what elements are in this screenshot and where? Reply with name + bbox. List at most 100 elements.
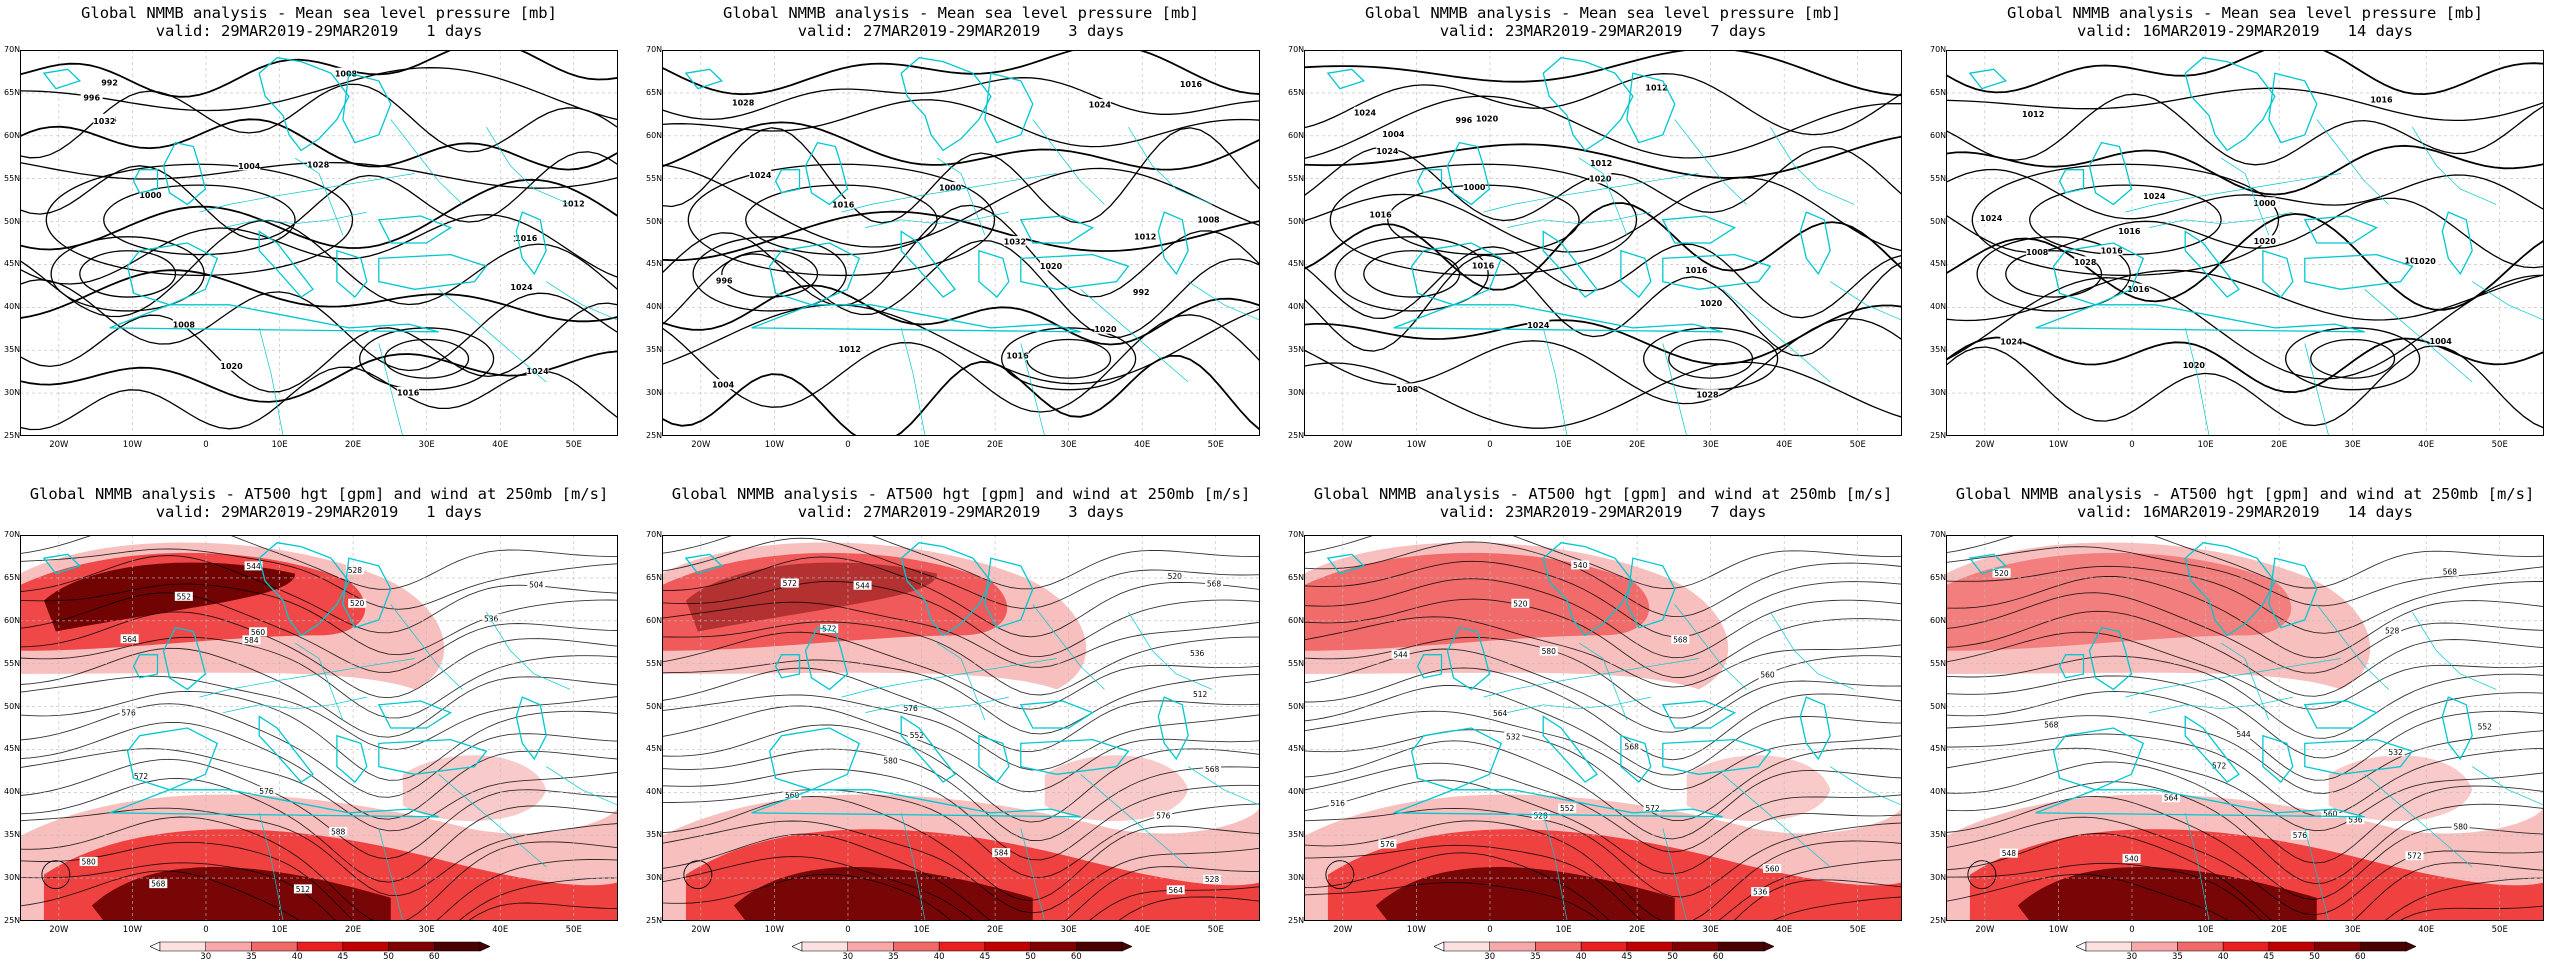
country-border — [1507, 211, 1651, 228]
coastline — [1416, 654, 1443, 679]
height-label: 540 — [2124, 854, 2139, 863]
panel-title: Global NMMB analysis - Mean sea level pr… — [723, 4, 1199, 22]
coastline — [2058, 169, 2085, 194]
isobar-label: 1024 — [1980, 214, 2003, 223]
longitude-label: 20W — [49, 440, 69, 450]
height-contour — [20, 841, 618, 921]
latitude-label: 70N — [1288, 45, 1305, 54]
height-label: 536 — [2348, 816, 2363, 825]
coastline-layer — [1968, 542, 2544, 921]
country-border — [2472, 766, 2544, 806]
height-label: 568 — [1205, 765, 1220, 774]
country-border — [1128, 612, 1213, 690]
latitude-label: 30N — [1288, 388, 1305, 398]
isobar-label: 992 — [1133, 288, 1150, 297]
colorbar-swatch — [159, 941, 206, 952]
height-contour — [662, 768, 1260, 861]
latitude-label: 25N — [1930, 916, 1947, 925]
coastline — [162, 626, 207, 691]
isobar-label: 1020 — [1476, 115, 1499, 124]
coastline — [978, 734, 1010, 783]
colorbar-swatch — [1672, 941, 1719, 952]
latitude-label: 25N — [1930, 431, 1947, 440]
height-contour — [1304, 740, 1902, 840]
height-contour — [20, 583, 618, 656]
isobar-label: 1020 — [2254, 237, 2277, 246]
isobar-label: 992 — [101, 78, 118, 87]
isobar-label: 1012 — [1134, 233, 1156, 242]
country-border — [2304, 343, 2330, 436]
isobar-label: 1008 — [1197, 216, 1220, 225]
latitude-label: 40N — [4, 787, 21, 797]
coastline — [378, 253, 488, 290]
coastline — [804, 626, 849, 691]
colorbar-swatch — [1076, 941, 1123, 952]
coastline — [1410, 727, 1503, 791]
isobar-label: 1016 — [1472, 262, 1495, 271]
latitude-label: 50N — [4, 216, 21, 226]
height-label: 580 — [883, 756, 898, 765]
country-border — [1483, 658, 1699, 698]
coastline — [2035, 789, 2365, 818]
longitude-label: 50E — [2491, 925, 2508, 935]
isobar-label: 1008 — [335, 69, 358, 78]
coastline — [768, 727, 861, 791]
isobar — [662, 127, 1260, 224]
colorbar-tick-label: 30 — [1484, 952, 1496, 962]
height-contour — [1304, 710, 1902, 791]
colorbar-swatch — [893, 941, 940, 952]
coastline — [126, 242, 219, 306]
coastline — [1661, 700, 1737, 729]
latitude-label: 40N — [646, 302, 663, 312]
height-contour — [1304, 852, 1902, 921]
height-contour — [1946, 655, 2544, 739]
isobar-label: 1016 — [832, 200, 855, 209]
country-border — [2304, 828, 2330, 921]
longitude-label: 50E — [1849, 440, 1866, 450]
isobar-label: 1028 — [2074, 258, 2097, 267]
latitude-label: 55N — [1288, 658, 1305, 668]
isobar-label: 1016 — [397, 388, 420, 397]
country-border — [258, 327, 284, 436]
longitude-label: 40E — [492, 925, 509, 935]
height-contour — [20, 807, 618, 897]
height-label: 572 — [783, 579, 798, 588]
isobar — [1304, 202, 1902, 291]
coastline — [42, 553, 82, 575]
coastline — [1393, 789, 1723, 818]
isobar-label: 1004 — [712, 381, 735, 390]
colorbar-tick-label: 35 — [2172, 952, 2183, 962]
coastline — [258, 715, 314, 783]
height-label: 568 — [1673, 636, 1688, 645]
isobar — [20, 366, 618, 431]
colorbar-extend-low — [2076, 941, 2087, 952]
coastline — [2441, 211, 2473, 276]
coastline — [162, 141, 207, 206]
latitude-label: 25N — [1288, 916, 1305, 925]
height-label: 520 — [350, 599, 365, 608]
coastline — [1446, 626, 1491, 691]
colorbar-swatch — [1489, 941, 1536, 952]
colorbar-tick-label: 50 — [1025, 952, 1036, 962]
isobar-label: 1028 — [307, 161, 330, 170]
isobar-labels: 996 1000 1004 1008 1012 1016 1020 1024 1028 1024 1… — [1354, 81, 1723, 400]
isobar — [662, 50, 1260, 96]
longitude-label: 20E — [2270, 440, 2288, 450]
height-label: 572 — [134, 772, 149, 781]
height-contour — [20, 758, 618, 860]
isobar — [1946, 87, 2544, 122]
height-contours — [20, 535, 618, 921]
colorbar-tick-label: 40 — [1575, 952, 1587, 962]
country-border — [294, 642, 344, 721]
longitude-label: 10E — [913, 925, 930, 935]
isobar-label: 1008 — [2026, 248, 2049, 257]
latitude-label: 65N — [646, 572, 663, 582]
height-contour — [662, 580, 1260, 658]
isobar-closed — [1001, 327, 1137, 391]
latitude-label: 50N — [646, 701, 663, 711]
coastline-layer — [1326, 57, 1902, 436]
isobar-label: 1024 — [1089, 101, 1112, 110]
isobar-label: 1016 — [2370, 96, 2393, 105]
longitude-label: 50E — [1207, 440, 1224, 450]
panel-title: Global NMMB analysis - Mean sea level pr… — [2007, 4, 2483, 22]
